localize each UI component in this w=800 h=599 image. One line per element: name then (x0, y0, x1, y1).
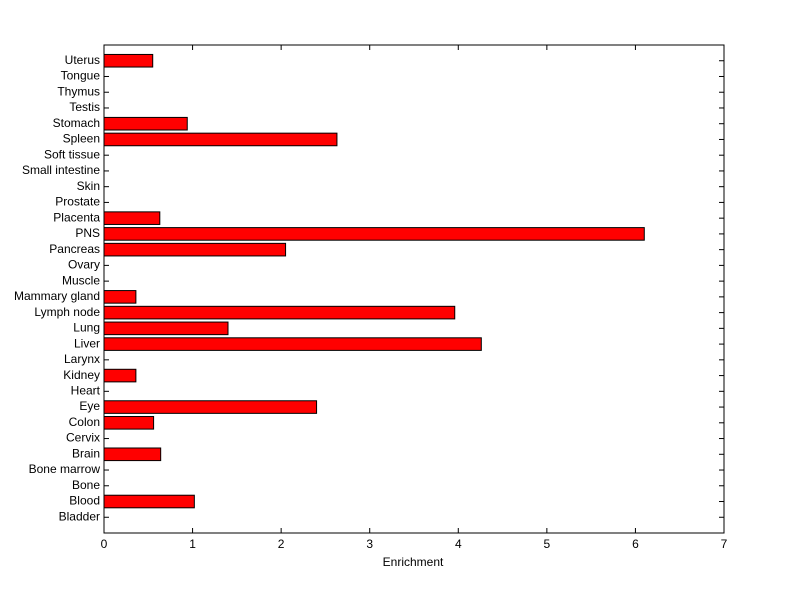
bar (103, 290, 137, 304)
bar (103, 416, 155, 430)
y-tick-label: Uterus (65, 53, 100, 67)
y-tick-label: Soft tissue (44, 147, 100, 161)
y-tick-label: Liver (74, 336, 100, 350)
x-tick-label: 6 (632, 537, 639, 551)
bar (103, 116, 188, 131)
y-tick-label: Thymus (57, 84, 100, 98)
y-tick-label: PNS (75, 226, 100, 240)
y-tick-label: Bladder (59, 509, 100, 523)
y-tick-label: Testis (69, 100, 100, 114)
y-tick-label: Mammary gland (14, 289, 100, 303)
bar (103, 494, 195, 509)
y-tick-label: Bone (72, 478, 100, 492)
bar (103, 368, 137, 383)
y-tick-label: Bone marrow (29, 462, 101, 476)
bar (103, 242, 287, 257)
y-tick-label: Lymph node (34, 305, 100, 319)
x-tick-label: 1 (189, 537, 196, 551)
y-tick-label: Eye (79, 399, 100, 413)
y-tick-label: Colon (69, 415, 100, 429)
y-tick-label: Heart (71, 383, 101, 397)
x-tick-label: 4 (455, 537, 462, 551)
bar (103, 305, 456, 320)
y-tick-label: Small intestine (22, 163, 100, 177)
bar (103, 227, 645, 241)
x-tick-label: 5 (544, 537, 551, 551)
bar (103, 132, 338, 147)
bar (103, 447, 162, 462)
x-tick-label: 2 (278, 537, 285, 551)
bar (103, 53, 154, 68)
y-tick-label: Stomach (53, 116, 100, 130)
y-tick-label: Cervix (66, 431, 100, 445)
y-tick-label: Lung (73, 321, 100, 335)
x-axis-label: Enrichment (383, 555, 444, 569)
y-tick-label: Placenta (53, 210, 100, 224)
y-tick-label: Prostate (55, 195, 100, 209)
bar (103, 321, 229, 336)
x-tick-label: 7 (721, 537, 728, 551)
plot-frame (103, 44, 725, 534)
y-tick-label: Tongue (61, 69, 101, 83)
bar (103, 337, 482, 351)
y-tick-label: Pancreas (49, 242, 100, 256)
y-tick-label: Ovary (68, 258, 100, 272)
y-tick-label: Muscle (62, 273, 100, 287)
bar (103, 400, 318, 414)
y-tick-label: Blood (69, 494, 100, 508)
x-tick-label: 3 (366, 537, 373, 551)
y-tick-label: Kidney (63, 368, 100, 382)
y-tick-label: Spleen (63, 132, 100, 146)
x-tick-label: 0 (101, 537, 108, 551)
bar (103, 211, 161, 225)
y-tick-label: Skin (77, 179, 100, 193)
y-tick-label: Larynx (64, 352, 100, 366)
y-tick-label: Brain (72, 446, 100, 460)
